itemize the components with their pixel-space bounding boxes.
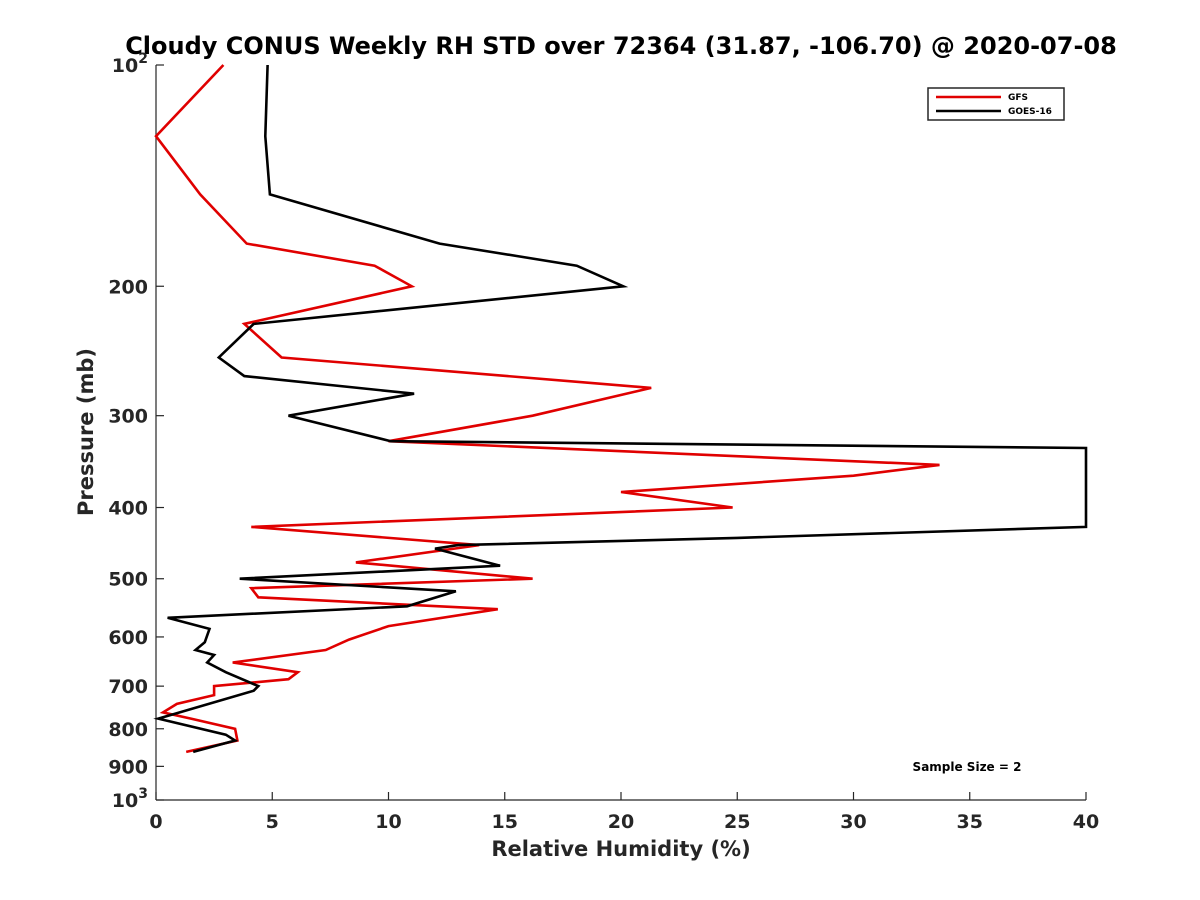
x-tick-label: 35: [957, 811, 983, 833]
y-tick-label: 500: [108, 569, 148, 591]
x-tick-label: 40: [1073, 811, 1099, 833]
x-tick-label: 30: [840, 811, 866, 833]
x-tick-label: 20: [608, 811, 634, 833]
legend: GFS GOES-16: [927, 87, 1065, 121]
series-line-goes16: [153, 64, 1088, 754]
x-tick-label: 25: [724, 811, 750, 833]
series-group: [153, 64, 1088, 754]
y-tick-label: 103: [112, 786, 148, 812]
series-line-gfs: [154, 64, 940, 754]
legend-label-gfs: GFS: [1008, 93, 1028, 103]
chart-title: Cloudy CONUS Weekly RH STD over 72364 (3…: [125, 32, 1117, 60]
y-tick-label: 900: [108, 756, 148, 778]
legend-box: [927, 87, 1065, 121]
y-tick-label: 800: [108, 719, 148, 741]
x-tick-group: 0 5 10 15 20 25 30 35 40: [149, 792, 1099, 833]
y-tick-label: 102: [112, 51, 148, 77]
x-tick-label: 10: [375, 811, 401, 833]
y-tick-exponent: 2: [138, 51, 148, 67]
x-tick-label: 0: [149, 811, 162, 833]
x-tick-label: 5: [266, 811, 279, 833]
y-axis-label: Pressure (mb): [74, 348, 98, 516]
y-tick-label: 200: [108, 276, 148, 298]
legend-label-goes16: GOES-16: [1008, 107, 1052, 117]
x-tick-label: 15: [492, 811, 518, 833]
y-tick-label: 400: [108, 498, 148, 520]
y-tick-base: 10: [112, 55, 138, 77]
y-tick-label: 700: [108, 676, 148, 698]
plot-area: [155, 65, 1086, 801]
y-tick-base: 10: [112, 790, 138, 812]
y-tick-label: 300: [108, 406, 148, 428]
x-axis-label: Relative Humidity (%): [491, 837, 750, 861]
y-tick-exponent: 3: [138, 786, 148, 802]
y-tick-label: 600: [108, 627, 148, 649]
sample-size-annotation: Sample Size = 2: [913, 760, 1022, 774]
